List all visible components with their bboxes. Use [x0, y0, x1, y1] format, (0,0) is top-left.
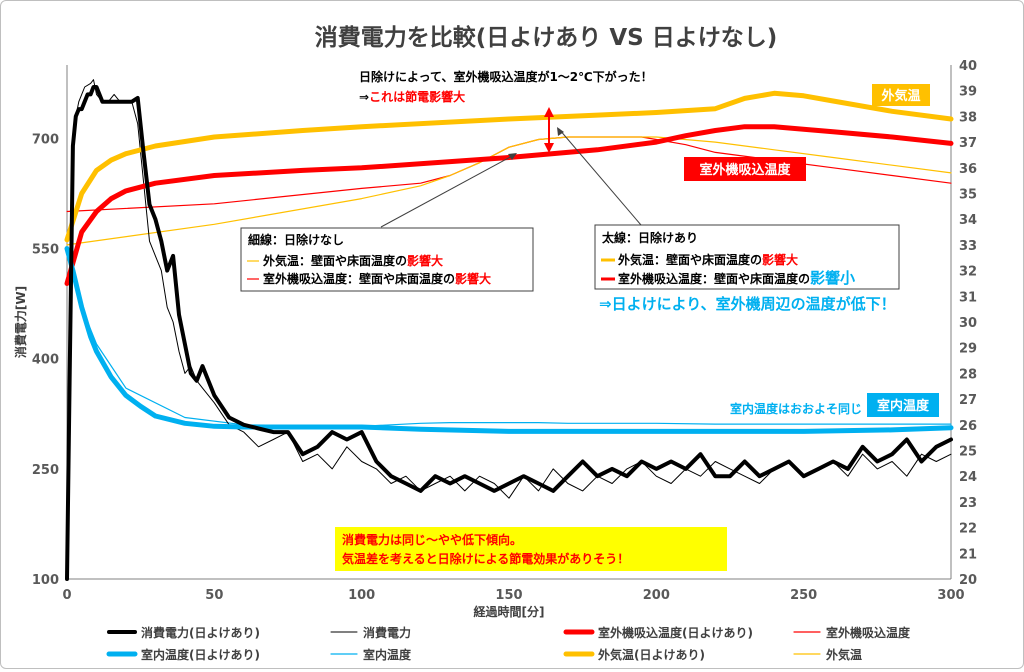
- thick-box-line1: 外気温：壁面や床面温度の影響大: [618, 252, 798, 267]
- label-indoor: 室内温度: [877, 398, 930, 414]
- x-tick-label: 0: [62, 588, 71, 603]
- y-left-tick-label: 700: [32, 132, 59, 147]
- y-axis-label: 消費電力[W]: [13, 286, 28, 358]
- legend-label-power-with: 消費電力(日よけあり): [141, 625, 260, 640]
- yellow-note: 消費電力は同じ～やや低下傾向。 気温差を考えると日除けによる節電効果がありそう！: [335, 527, 727, 571]
- y-right-tick-label: 33: [959, 239, 977, 254]
- thick-box-line2-a: 室外機吸込温度：壁面や床面温度の: [618, 271, 810, 286]
- y-right-tick-label: 23: [959, 496, 977, 511]
- label-outdoor-unit-box: [684, 157, 806, 181]
- thin-note-pointer: [380, 154, 515, 228]
- y-right-tick-label: 35: [959, 188, 977, 203]
- y-right-tick-label: 26: [959, 419, 977, 434]
- y-right-tick-label: 39: [959, 85, 977, 100]
- thin-line-note-box: [240, 227, 534, 292]
- y-right-tick-label: 36: [959, 162, 977, 177]
- y-right-tick-label: 28: [959, 367, 977, 382]
- yellow-note-line1: 消費電力は同じ～やや低下傾向。: [342, 532, 522, 547]
- y-right-tick-label: 21: [959, 547, 977, 562]
- annotation-top-line2: ⇒これは節電影響大: [359, 89, 465, 104]
- yellow-note-line2: 気温差を考えると日除けによる節電効果がありそう！: [342, 551, 629, 566]
- legend-label-outdoor-with: 外気温(日よけあり): [598, 647, 705, 662]
- y-right-tick-label: 29: [959, 342, 977, 357]
- thin-box-line2-b: 影響大: [455, 271, 491, 286]
- series-line-indoor-without: [66, 248, 952, 427]
- thick-line-note: 太線：日除けあり 外気温：壁面や床面温度の影響大 室外機吸込温度：壁面や床面温度…: [594, 224, 900, 290]
- series-line-outdoor-with: [64, 90, 954, 243]
- x-tick-label: 100: [348, 588, 375, 603]
- x-axis-label: 経過時間[分]: [474, 604, 545, 619]
- thin-box-line1: 外気温：壁面や床面温度の影響大: [263, 253, 443, 268]
- x-tick-label: 200: [643, 588, 670, 603]
- arrow-prefix: ⇒: [359, 90, 369, 104]
- thick-box-title: 太線：日除けあり: [602, 230, 698, 245]
- legend-label-power-without: 消費電力: [363, 625, 411, 640]
- thick-box-line1-a: 外気温：壁面や床面温度の: [618, 252, 762, 267]
- label-indoor-box: [867, 393, 939, 417]
- y-right-tick-label: 25: [959, 445, 977, 460]
- chart-title: 消費電力を比較(日よけあり VS 日よけなし): [315, 24, 777, 51]
- y-right-tick-label: 32: [959, 265, 977, 280]
- thin-box-line1-b: 影響大: [407, 253, 443, 268]
- thin-line-note: 細線：日除けなし 外気温：壁面や床面温度の影響大 室外機吸込温度：壁面や床面温度…: [240, 227, 534, 292]
- y-right-tick-label: 27: [959, 393, 977, 408]
- indoor-note: 室内温度はおおよそ同じ: [730, 401, 862, 416]
- series-line-outdoor-unit-without: [66, 136, 952, 213]
- legend: 消費電力(日よけあり) 消費電力 室外機吸込温度(日よけあり) 室外機吸込温度室内温度…: [106, 625, 911, 662]
- y-left-tick-label: 100: [32, 573, 59, 588]
- annotation-top-red: これは節電影響大: [369, 89, 465, 104]
- label-outdoor: 外気温: [880, 88, 920, 104]
- annotation-top-line1: 日除けによって、室外機吸込温度が1～2℃下がった！: [359, 69, 653, 84]
- x-tick-label: 50: [205, 588, 223, 603]
- thin-box-line1-a: 外気温：壁面や床面温度の: [263, 253, 407, 268]
- legend-label-outdoor-without: 外気温: [826, 647, 862, 662]
- thick-box-line1-b: 影響大: [762, 252, 798, 267]
- x-tick-label: 300: [937, 588, 964, 603]
- x-tick-label: 250: [790, 588, 817, 603]
- red-arrow-head-down: [544, 143, 554, 153]
- y-right-tick-label: 20: [959, 573, 977, 588]
- series-line-outdoor-without: [66, 136, 952, 246]
- axes: 1002504005507002021222324252627282930313…: [13, 59, 977, 619]
- y-left-tick-label: 250: [32, 463, 59, 478]
- thick-line-note-box: [594, 224, 900, 290]
- thick-box-line2: 室外機吸込温度：壁面や床面温度の影響小: [618, 269, 855, 287]
- thick-box-line2-b: 影響小: [810, 269, 855, 287]
- y-right-tick-label: 34: [959, 213, 977, 228]
- thick-note-pointer: [558, 128, 642, 226]
- y-right-tick-label: 22: [959, 522, 977, 537]
- thick-note-pointer-head: [557, 127, 564, 136]
- x-tick-label: 150: [495, 588, 522, 603]
- y-right-tick-label: 37: [959, 136, 977, 151]
- y-left-tick-label: 550: [32, 243, 59, 258]
- y-left-tick-label: 400: [32, 353, 59, 368]
- legend-label-indoor-with: 室内温度(日よけあり): [141, 647, 260, 662]
- y-right-tick-label: 38: [959, 110, 977, 125]
- y-right-tick-label: 31: [959, 290, 977, 305]
- y-right-tick-label: 24: [959, 470, 977, 485]
- y-right-tick-label: 40: [959, 59, 977, 74]
- series-line-indoor-with: [64, 246, 954, 434]
- thin-box-title: 細線：日除けなし: [248, 232, 344, 247]
- legend-label-outdoor-unit-with: 室外機吸込温度(日よけあり): [598, 625, 753, 640]
- legend-label-indoor-without: 室内温度: [363, 647, 412, 662]
- label-outdoor-unit: 室外機吸込温度: [699, 162, 791, 178]
- legend-label-outdoor-unit-without: 室外機吸込温度: [826, 625, 911, 640]
- red-arrow-head-up: [544, 107, 554, 117]
- thin-box-line2-a: 室外機吸込温度：壁面や床面温度の: [263, 271, 455, 286]
- blue-note: ⇒日よけにより、室外機周辺の温度が低下！: [599, 295, 896, 313]
- series-line-power-with: [65, 85, 953, 581]
- annotation-arrows: [380, 107, 642, 228]
- label-outdoor-box: [872, 84, 930, 106]
- y-right-tick-label: 30: [959, 316, 977, 331]
- yellow-note-box: [335, 527, 727, 571]
- thin-box-line2: 室外機吸込温度：壁面や床面温度の影響大: [263, 271, 491, 286]
- thin-note-pointer-head: [508, 153, 517, 160]
